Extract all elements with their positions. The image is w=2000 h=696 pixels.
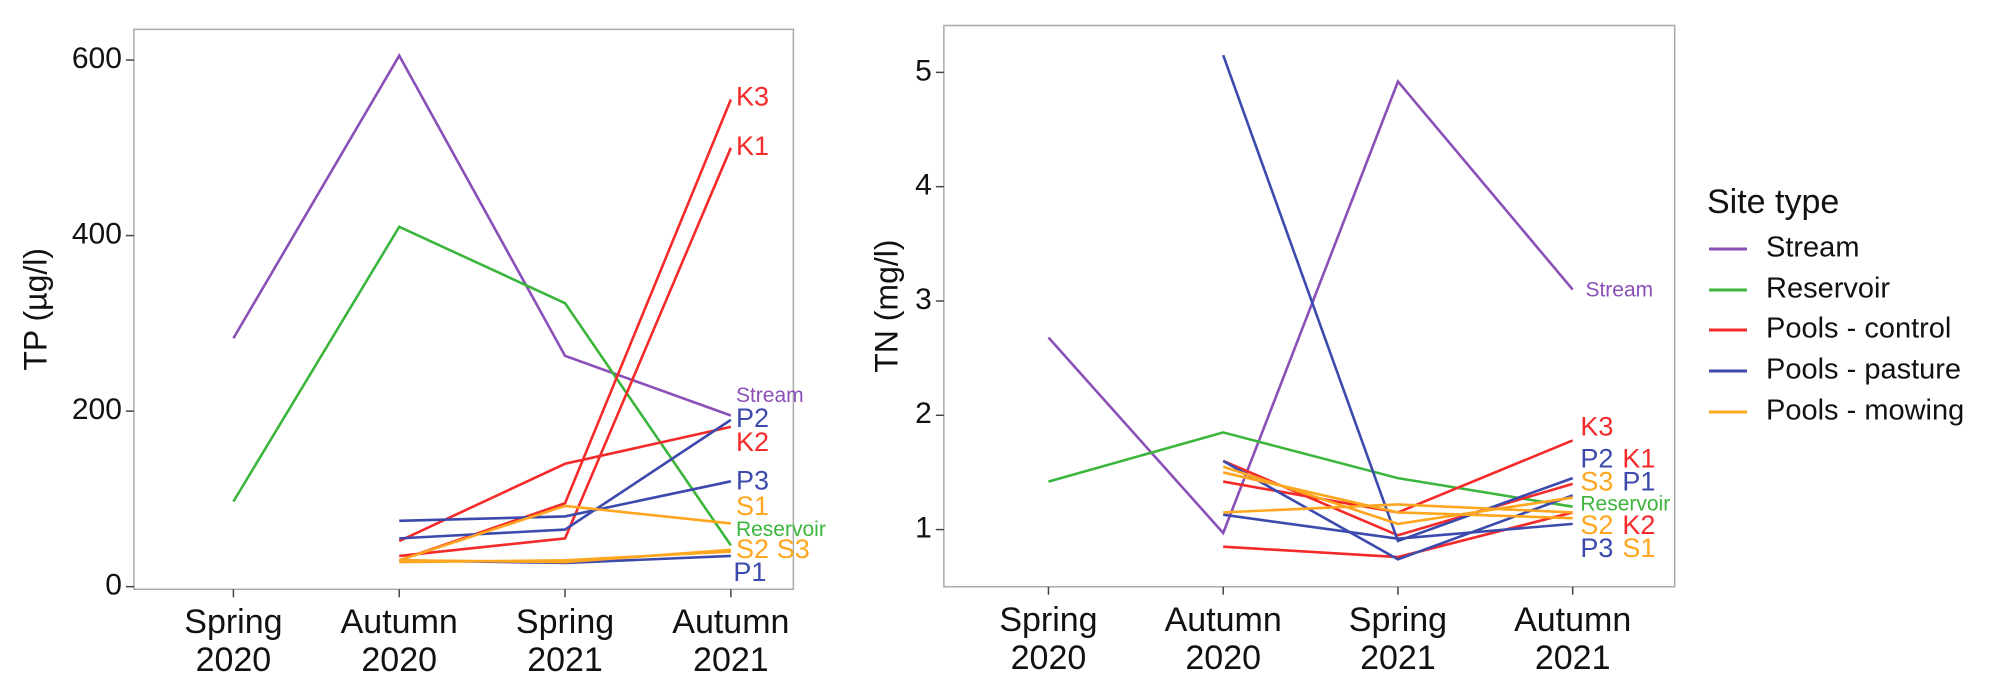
x-tick-label: Spring 2020: [184, 603, 283, 680]
end-label: S1: [1622, 533, 1655, 563]
legend-label: Reservoir: [1766, 273, 1890, 305]
series-line: [1221, 54, 1574, 543]
series-line: [232, 53, 732, 417]
y-axis-label: TP (µg/l): [18, 248, 54, 371]
end-label: K2: [1622, 510, 1655, 540]
end-label: P2: [736, 403, 769, 433]
x-tick-label: Spring 2021: [515, 603, 615, 680]
end-label: P3: [1580, 533, 1613, 563]
series-line: [1223, 511, 1574, 559]
y-tick-label: 1: [915, 512, 932, 545]
series-line: [398, 504, 731, 562]
end-label: K1: [1622, 444, 1655, 474]
series-line: [1223, 513, 1573, 541]
series-line: [1048, 431, 1573, 509]
series-line: [1047, 78, 1574, 536]
end-label: K3: [736, 81, 769, 111]
end-label: S2: [736, 534, 769, 564]
end-label: P1: [1622, 467, 1655, 497]
x-tick-label: Spring 2020: [999, 600, 1098, 677]
end-label: K3: [1580, 412, 1613, 442]
y-tick-label: 5: [915, 54, 932, 87]
panel-border: [133, 28, 795, 591]
end-label: S2: [1580, 510, 1613, 540]
series-line: [399, 550, 731, 564]
y-axis-label: TN (mg/l): [868, 239, 904, 372]
x-tick-label: Autumn 2020: [340, 603, 458, 680]
end-label: Reservoir: [1580, 493, 1670, 516]
end-label: S3: [1580, 467, 1613, 497]
legend-label: Pools - control: [1766, 313, 1951, 345]
series-line: [399, 147, 733, 558]
y-tick-label: 0: [105, 569, 122, 602]
x-tick-label: Autumn 2021: [1514, 600, 1632, 677]
end-label: Stream: [1585, 278, 1653, 301]
y-tick-label: 400: [72, 218, 122, 251]
panel-border: [943, 24, 1676, 588]
end-label: Reservoir: [736, 518, 826, 541]
series-line: [232, 225, 732, 547]
end-label: S1: [736, 491, 769, 521]
end-label: P1: [733, 557, 766, 587]
series-line: [399, 480, 732, 523]
end-label: S3: [777, 534, 810, 564]
y-tick-label: 200: [72, 393, 122, 426]
series-line: [399, 418, 732, 540]
x-tick-label: Autumn 2021: [672, 603, 790, 680]
legend-label: Pools - mowing: [1766, 395, 1964, 427]
end-label: Stream: [736, 384, 804, 407]
end-label: K1: [736, 131, 769, 161]
x-tick-label: Autumn 2020: [1164, 600, 1282, 677]
legend-label: Pools - pasture: [1766, 354, 1961, 386]
series-line: [398, 425, 732, 543]
end-label: K2: [736, 427, 769, 457]
y-tick-label: 2: [915, 397, 932, 430]
end-label: P3: [736, 465, 769, 495]
legend-title: Site type: [1707, 183, 1839, 221]
x-tick-label: Spring 2021: [1348, 600, 1448, 677]
legend-label: Stream: [1766, 232, 1859, 264]
end-label: P2: [1580, 444, 1613, 474]
series-line: [1222, 439, 1574, 514]
y-tick-label: 4: [915, 169, 932, 202]
y-tick-label: 3: [915, 283, 932, 316]
series-line: [1222, 465, 1573, 526]
y-tick-label: 600: [72, 42, 122, 75]
series-line: [1223, 503, 1573, 514]
